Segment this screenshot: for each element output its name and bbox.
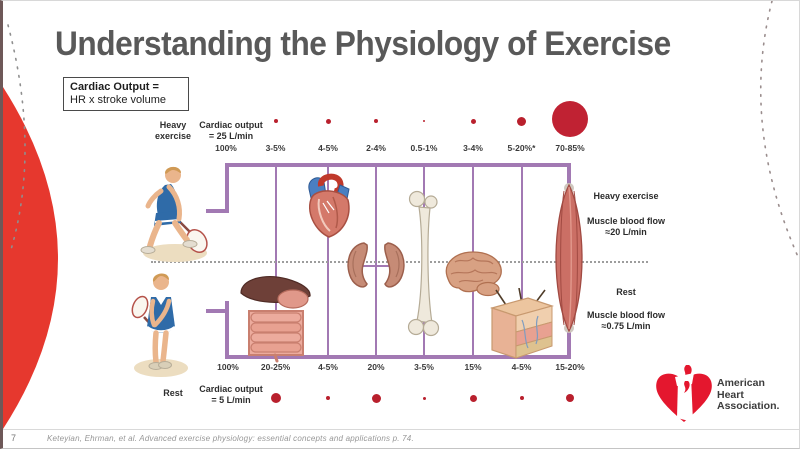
dotted-arc-decoration [759, 1, 799, 260]
kidney-connector-line [355, 265, 397, 267]
heavy-cardiac-output-label: Cardiac output = 25 L/min [199, 120, 263, 141]
heavy-dot-heart [325, 118, 331, 124]
heavy-pct-heart: 4-5% [318, 143, 338, 153]
slide-title: Understanding the Physiology of Exercise [55, 25, 671, 63]
muscle-flow-rest-line2: ≈0.75 L/min [601, 321, 651, 331]
muscle-flow-rest-label: Rest [616, 287, 636, 297]
red-crescent-decoration [3, 24, 58, 429]
circuit-stub-rest [206, 309, 229, 313]
muscle-flow-rest-line1: Muscle blood flow [587, 310, 665, 320]
muscle-illustration [555, 183, 583, 333]
circuit-stub-heavy [206, 209, 229, 213]
bone-illustration [407, 190, 440, 337]
heavy-exercise-label: Heavy exercise [154, 120, 192, 141]
heavy-dot-bone [423, 120, 425, 122]
formula-line2: HR x stroke volume [70, 94, 166, 106]
rest-dot-heart [326, 396, 330, 400]
muscle-flow-heavy-line2: ≈20 L/min [605, 227, 647, 237]
footer-divider [3, 429, 799, 430]
rest-pct-heart: 4-5% [318, 362, 338, 372]
skin-illustration [489, 288, 555, 359]
page-number: 7 [11, 433, 17, 443]
heavy-dot-muscle [552, 101, 588, 137]
heavy-pct-brain: 3-4% [463, 143, 483, 153]
heavy-pct-skin: 5-20%* [507, 143, 536, 153]
resting-woman-illustration [131, 273, 188, 377]
rest-dot-muscle [566, 394, 574, 402]
rest-dot-kidneys [371, 393, 381, 403]
heavy-pct-total: 100% [215, 143, 237, 153]
rest-dot-bone [422, 396, 426, 400]
heavy-dot-kidneys [374, 119, 378, 123]
rest-dot-skin [519, 396, 524, 400]
heavy-pct-splanchnic: 3-5% [265, 143, 286, 153]
kidneys-illustration [347, 242, 405, 288]
formula-line1: Cardiac Output = [70, 81, 159, 93]
rest-dot-brain [469, 394, 477, 402]
rest-pct-brain: 15% [464, 362, 482, 372]
rest-cardiac-output-label: Cardiac output = 5 L/min [199, 384, 263, 405]
heavy-pct-bone: 0.5-1% [410, 143, 438, 153]
citation-text: Keteyian, Ehrman, et al. Advanced exerci… [47, 434, 414, 443]
rest-pct-splanchnic: 20-25% [260, 362, 291, 372]
heavy-pct-kidneys: 2-4% [366, 143, 386, 153]
circuit-frame-top [225, 163, 571, 167]
circuit-frame-left-upper [225, 163, 229, 213]
rest-pct-total: 100% [217, 362, 239, 372]
rest-pct-skin: 4-5% [511, 362, 532, 372]
rest-dot-splanchnic [270, 393, 281, 403]
heavy-pct-muscle: 70-85% [555, 143, 585, 153]
heavy-dot-skin [517, 116, 526, 126]
rest-pct-bone: 3-5% [414, 362, 434, 372]
american-heart-association-logo-icon [656, 365, 712, 422]
circuit-frame-left-lower [225, 301, 229, 359]
brain-illustration [445, 251, 502, 297]
heart-illustration [308, 173, 350, 238]
liver-gi-illustration [240, 276, 311, 363]
muscle-flow-heavy-line1: Muscle blood flow [587, 216, 665, 226]
rest-pct-kidneys: 20% [367, 362, 385, 372]
tennis-player-illustration [140, 166, 208, 262]
american-heart-association-logo-text: American Heart Association. [717, 377, 780, 412]
rest-label: Rest [163, 388, 183, 398]
heavy-dot-splanchnic [273, 119, 278, 123]
heavy-dot-brain [470, 118, 476, 124]
muscle-flow-heavy-label: Heavy exercise [593, 191, 659, 201]
circuit-frame-bottom [225, 355, 571, 359]
rest-pct-muscle: 15-20% [555, 362, 585, 372]
cardiac-output-formula-box: Cardiac Output = HR x stroke volume [63, 77, 189, 111]
